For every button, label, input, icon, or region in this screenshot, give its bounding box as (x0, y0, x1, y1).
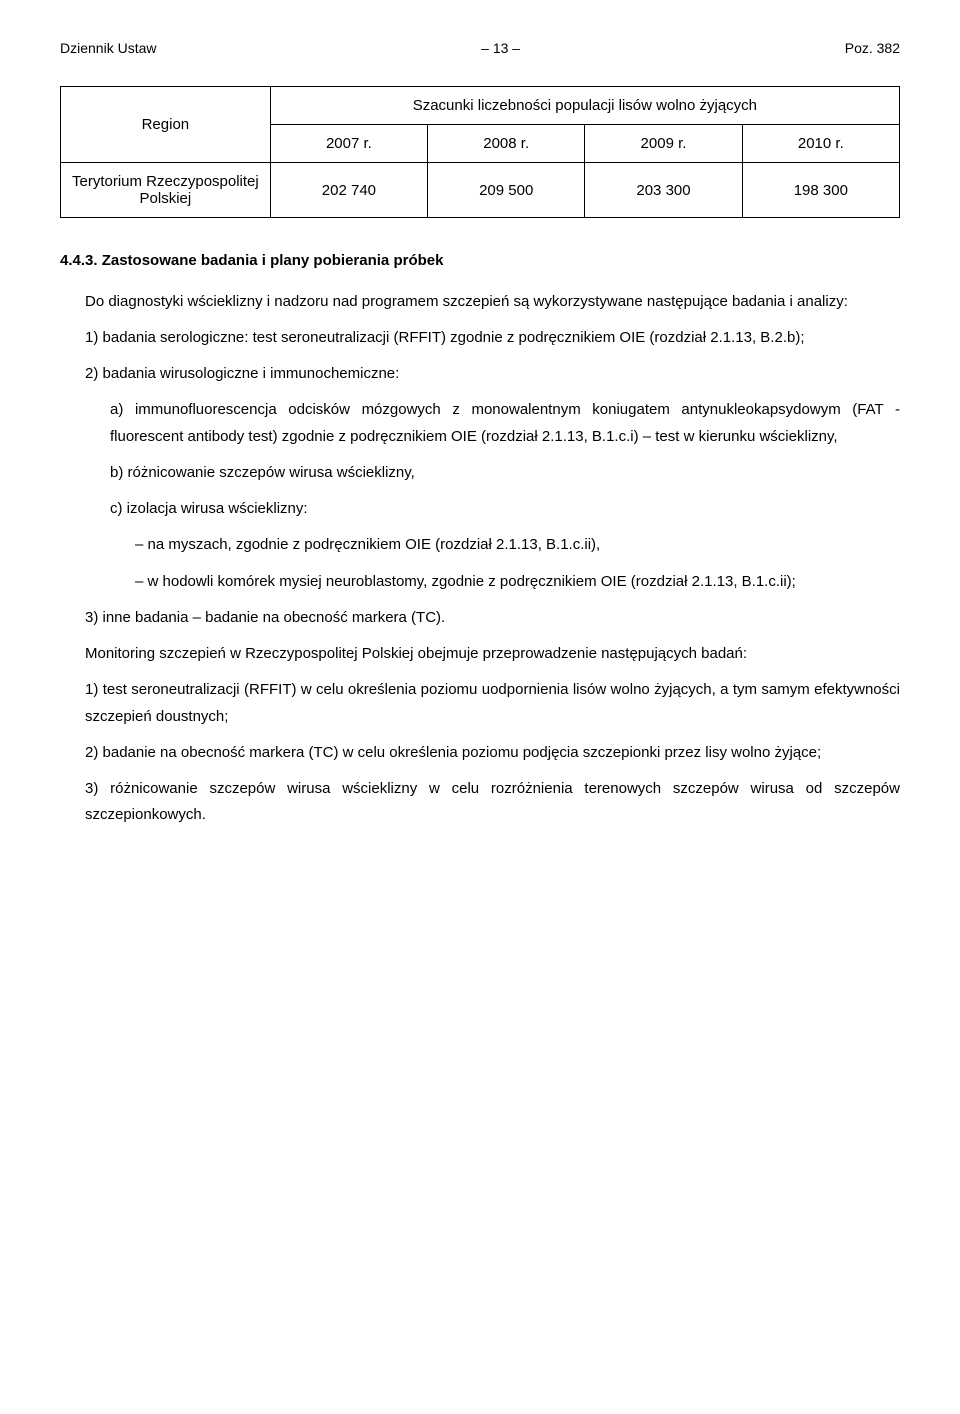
monitoring-intro: Monitoring szczepień w Rzeczypospolitej … (60, 641, 900, 667)
value-cell: 209 500 (428, 163, 585, 218)
year-cell: 2009 r. (585, 125, 742, 163)
list-item-2a: a) immunofluorescencja odcisków mózgowyc… (60, 397, 900, 450)
list-item-3: 3) inne badania – badanie na obecność ma… (60, 605, 900, 631)
header-right: Poz. 382 (845, 40, 900, 56)
monitoring-item-1: 1) test seroneutralizacji (RFFIT) w celu… (60, 677, 900, 730)
row-label: Terytorium Rzeczypospolitej Polskiej (61, 163, 271, 218)
section-number: 4.4.3. (60, 252, 98, 269)
list-item-1: 1) badania serologiczne: test seroneutra… (60, 325, 900, 351)
section-title-text: Zastosowane badania i plany pobierania p… (102, 252, 444, 269)
monitoring-item-2: 2) badanie na obecność markera (TC) w ce… (60, 740, 900, 766)
value-cell: 202 740 (270, 163, 427, 218)
list-item-2c-dash2: – w hodowli komórek mysiej neuroblastomy… (60, 569, 900, 595)
year-cell: 2008 r. (428, 125, 585, 163)
list-item-2: 2) badania wirusologiczne i immunochemic… (60, 361, 900, 387)
year-cell: 2010 r. (742, 125, 899, 163)
section-title: 4.4.3. Zastosowane badania i plany pobie… (60, 248, 900, 274)
year-cell: 2007 r. (270, 125, 427, 163)
page-header: Dziennik Ustaw – 13 – Poz. 382 (60, 40, 900, 56)
data-row: Terytorium Rzeczypospolitej Polskiej 202… (61, 163, 900, 218)
header-left: Dziennik Ustaw (60, 40, 156, 56)
monitoring-item-3: 3) różnicowanie szczepów wirusa wściekli… (60, 776, 900, 829)
list-item-2c: c) izolacja wirusa wścieklizny: (60, 496, 900, 522)
table-caption: Szacunki liczebności populacji lisów wol… (270, 87, 899, 125)
region-header: Region (61, 87, 271, 163)
header-center: – 13 – (481, 40, 520, 56)
intro-text: Do diagnostyki wścieklizny i nadzoru nad… (60, 289, 900, 315)
population-table: Region Szacunki liczebności populacji li… (60, 86, 900, 218)
list-item-2c-dash1: – na myszach, zgodnie z podręcznikiem OI… (60, 532, 900, 558)
list-item-2b: b) różnicowanie szczepów wirusa wściekli… (60, 460, 900, 486)
value-cell: 198 300 (742, 163, 899, 218)
value-cell: 203 300 (585, 163, 742, 218)
